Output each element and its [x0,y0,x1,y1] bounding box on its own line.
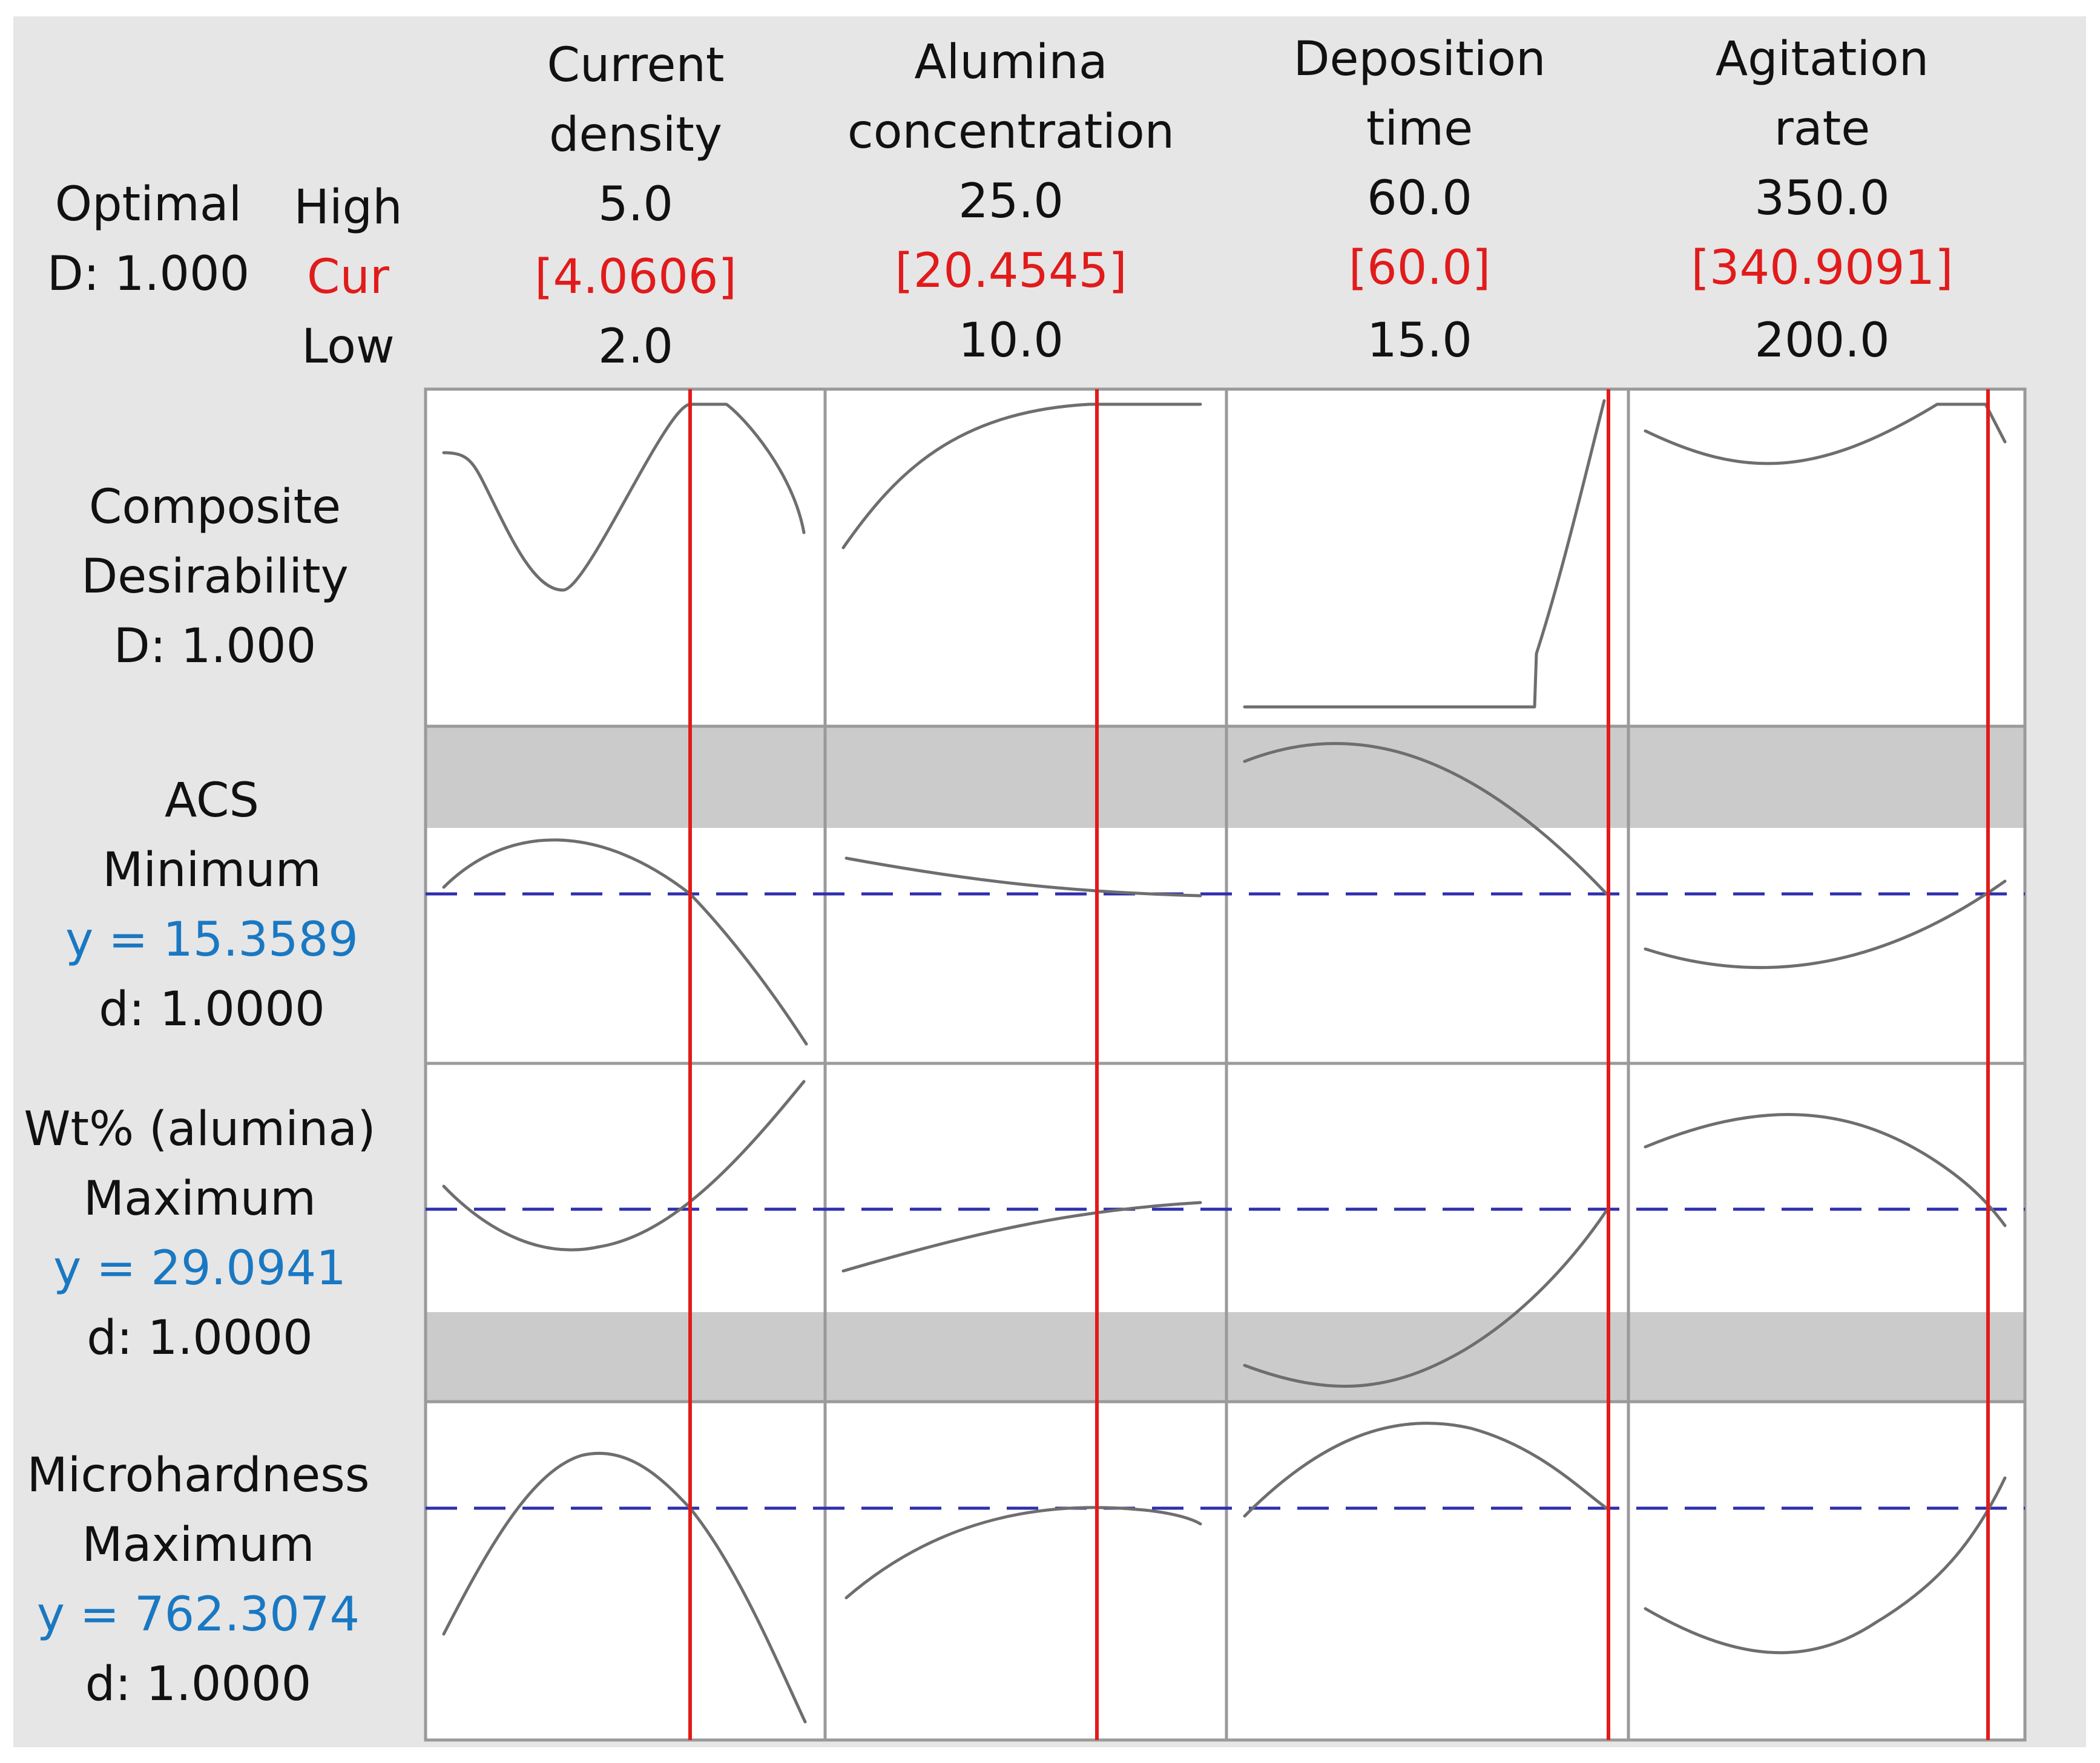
factor-title-line1: Alumina [914,35,1108,90]
row-label-line2: Minimum [102,843,321,898]
curve-acs-alumina-concentration [844,856,1202,898]
factor-low-value: 10.0 [958,314,1064,368]
factor-current-value: [4.0606] [535,250,737,304]
cur-label: Cur [307,250,389,304]
curve-wt-alumina-concentration [841,1201,1202,1273]
factor-title-line2: concentration [847,105,1175,159]
curve-wt-deposition-time [1243,1209,1608,1388]
factor-low-value: 15.0 [1367,314,1472,368]
low-label: Low [301,320,395,374]
curve-acs-agitation-rate [1644,879,2007,970]
factor-current-value: [340.9091] [1691,241,1954,295]
curve-microhardness-deposition-time [1243,1422,1608,1518]
curve-microhardness-current-density [442,1451,807,1724]
factor-current-value: [20.4545] [895,244,1127,298]
composite-d-label: D: 1.000 [47,247,250,301]
curve-wt-agitation-rate [1644,1113,2007,1227]
curve-wt-current-density [442,1080,806,1252]
factor-low-value: 200.0 [1754,314,1890,368]
row-label-line2: Desirability [81,550,349,604]
optimal-label: Optimal [54,177,242,232]
factor-title-line1: Current [547,38,725,93]
row-label-d-value: d: 1.0000 [87,1311,313,1365]
high-label: High [294,180,403,235]
row-label-line1: ACS [165,773,259,828]
row-label-d-value: d: 1.0000 [85,1657,312,1712]
row-label-line2: Maximum [82,1518,315,1572]
curve-desirability-agitation-rate [1644,402,2007,465]
curve-microhardness-agitation-rate [1644,1476,2007,1655]
row-label-y-value: y = 762.3074 [36,1587,360,1642]
row-label-y-value: y = 29.0941 [53,1241,346,1296]
factor-high-value: 350.0 [1754,171,1890,226]
row-label-y-value: y = 15.3589 [65,913,358,967]
factor-high-value: 60.0 [1367,171,1472,226]
factor-high-value: 5.0 [597,177,674,232]
row-label-d-value: d: 1.0000 [99,982,325,1037]
curve-acs-deposition-time [1243,742,1608,896]
factor-title-line1: Agitation [1715,32,1929,87]
row-label-line1: Microhardness [27,1448,370,1503]
curve-microhardness-alumina-concentration [844,1506,1202,1600]
row-label-line3: D: 1.000 [113,619,317,674]
factor-title-line2: rate [1774,102,1871,156]
curve-acs-current-density [442,838,808,1046]
factor-low-value: 2.0 [597,320,674,374]
curve-desirability-alumina-concentration [841,402,1202,550]
curve-desirability-deposition-time [1243,399,1606,709]
row-label-line2: Maximum [83,1172,317,1226]
row-label-line1: Wt% (alumina) [24,1102,376,1157]
curve-desirability-current-density [442,402,806,592]
factor-title-line2: density [549,108,722,162]
factor-title-line2: time [1366,102,1473,156]
row-label-line1: Composite [88,480,341,534]
factor-current-value: [60.0] [1348,241,1491,295]
factor-high-value: 25.0 [958,174,1064,229]
factor-title-line1: Deposition [1293,32,1546,87]
